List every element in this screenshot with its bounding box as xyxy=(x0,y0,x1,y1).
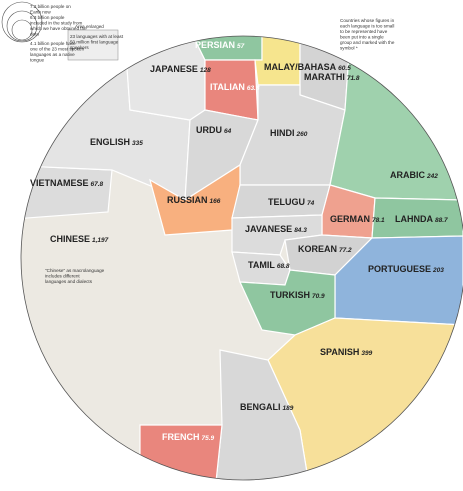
language-value: 68.8 xyxy=(277,263,290,270)
legend-circle xyxy=(6,10,38,42)
language-value: 1,197 xyxy=(92,237,109,244)
language-name: TURKISH xyxy=(270,290,310,300)
language-name: ENGLISH xyxy=(90,137,130,147)
legend-study: 6.3 billion people included in the study … xyxy=(30,15,87,37)
language-label: FRENCH 75.9 xyxy=(162,432,215,442)
language-value: 74 xyxy=(307,200,315,207)
language-label: JAPANESE 128 xyxy=(150,64,211,74)
language-value: 57 xyxy=(237,43,245,50)
language-value: 63.8 xyxy=(247,85,260,92)
legend-circle xyxy=(11,19,33,41)
language-value: 84.3 xyxy=(294,227,307,234)
vietnamese-cell xyxy=(21,164,113,221)
language-name: MALAY/BAHASA xyxy=(264,62,337,72)
language-name: ITALIAN xyxy=(210,82,245,92)
language-name: URDU xyxy=(196,125,222,135)
language-value: 128 xyxy=(200,67,211,74)
language-value: 64 xyxy=(224,128,232,135)
language-label: BENGALI 189 xyxy=(240,402,294,412)
language-value: 399 xyxy=(361,350,372,357)
language-label: TAMIL 68.8 xyxy=(248,260,290,270)
language-name: SPANISH xyxy=(320,347,359,357)
language-value: 60.5 xyxy=(338,65,351,72)
language-value: 242 xyxy=(426,173,438,180)
language-name: PORTUGUESE xyxy=(368,264,431,274)
language-label: VIETNAMESE 67.8 xyxy=(30,178,104,188)
language-label: ENGLISH 335 xyxy=(90,137,143,147)
legend-enlarged: Area enlarged xyxy=(75,24,104,29)
language-value: 67.8 xyxy=(91,181,104,188)
language-label: CHINESE 1,197 xyxy=(50,234,109,244)
language-value: 166 xyxy=(210,198,221,205)
language-label: MARATHI 71.8 xyxy=(304,72,360,82)
language-value: 189 xyxy=(283,405,294,412)
language-value: 71.8 xyxy=(347,75,360,82)
legend-earth: 7.2 billion people on Earth now xyxy=(30,4,71,15)
language-name: MARATHI xyxy=(304,72,345,82)
legend: 7.2 billion people on Earth now 6.3 billi… xyxy=(1,1,395,63)
language-name: VIETNAMESE xyxy=(30,178,89,188)
language-label: HINDI 260 xyxy=(270,128,308,138)
chinese-note: "Chinese" as macrolanguage includes diffe… xyxy=(45,268,105,284)
language-label: RUSSIAN 166 xyxy=(167,195,221,205)
language-label: MALAY/BAHASA 60.5 xyxy=(264,62,351,72)
language-value: 77.2 xyxy=(339,247,352,254)
language-value: 75.9 xyxy=(202,435,215,442)
language-label: TELUGU 74 xyxy=(268,197,315,207)
language-name: JAVANESE xyxy=(245,224,292,234)
legend-circle xyxy=(1,1,43,43)
language-value: 70.9 xyxy=(312,293,325,300)
language-value: 335 xyxy=(132,140,143,147)
language-name: FRENCH xyxy=(162,432,200,442)
language-label: PERSIAN 57 xyxy=(195,40,245,50)
language-name: GERMAN xyxy=(330,214,370,224)
language-name: TAMIL xyxy=(248,260,275,270)
enlarged-box xyxy=(67,29,119,61)
language-value: 203 xyxy=(432,267,444,274)
language-name: ARABIC xyxy=(390,170,425,180)
language-name: TELUGU xyxy=(268,197,305,207)
lahnda-cell xyxy=(371,197,463,239)
language-name: BENGALI xyxy=(240,402,281,412)
language-name: RUSSIAN xyxy=(167,195,208,205)
language-label: PORTUGUESE 203 xyxy=(368,264,444,274)
language-label: URDU 64 xyxy=(196,125,232,135)
language-label: ITALIAN 63.8 xyxy=(210,82,260,92)
language-value: 260 xyxy=(296,131,308,138)
language-value: 88.7 xyxy=(435,217,448,224)
language-label: JAVANESE 84.3 xyxy=(245,224,307,234)
language-label: GERMAN 78.1 xyxy=(330,214,385,224)
turkish-cell xyxy=(239,269,336,336)
language-name: HINDI xyxy=(270,128,295,138)
language-label: LAHNDA 88.7 xyxy=(395,214,448,224)
language-label: SPANISH 399 xyxy=(320,347,373,357)
language-value: 78.1 xyxy=(372,217,385,224)
language-name: KOREAN xyxy=(298,244,337,254)
legend-native: 4.1 billion people have one of the 23 mos… xyxy=(30,41,85,63)
legend-languages: 23 languages with at least 50 million fir… xyxy=(70,34,124,50)
language-name: CHINESE xyxy=(50,234,90,244)
language-label: TURKISH 70.9 xyxy=(270,290,325,300)
outer-circle xyxy=(20,35,463,481)
language-label: ARABIC 242 xyxy=(390,170,438,180)
language-name: JAPANESE xyxy=(150,64,198,74)
language-label: KOREAN 77.2 xyxy=(298,244,352,254)
legend-grouped: Countries whose figures in each language … xyxy=(340,18,395,51)
language-name: LAHNDA xyxy=(395,214,433,224)
language-name: PERSIAN xyxy=(195,40,235,50)
japanese-cell xyxy=(124,36,206,121)
